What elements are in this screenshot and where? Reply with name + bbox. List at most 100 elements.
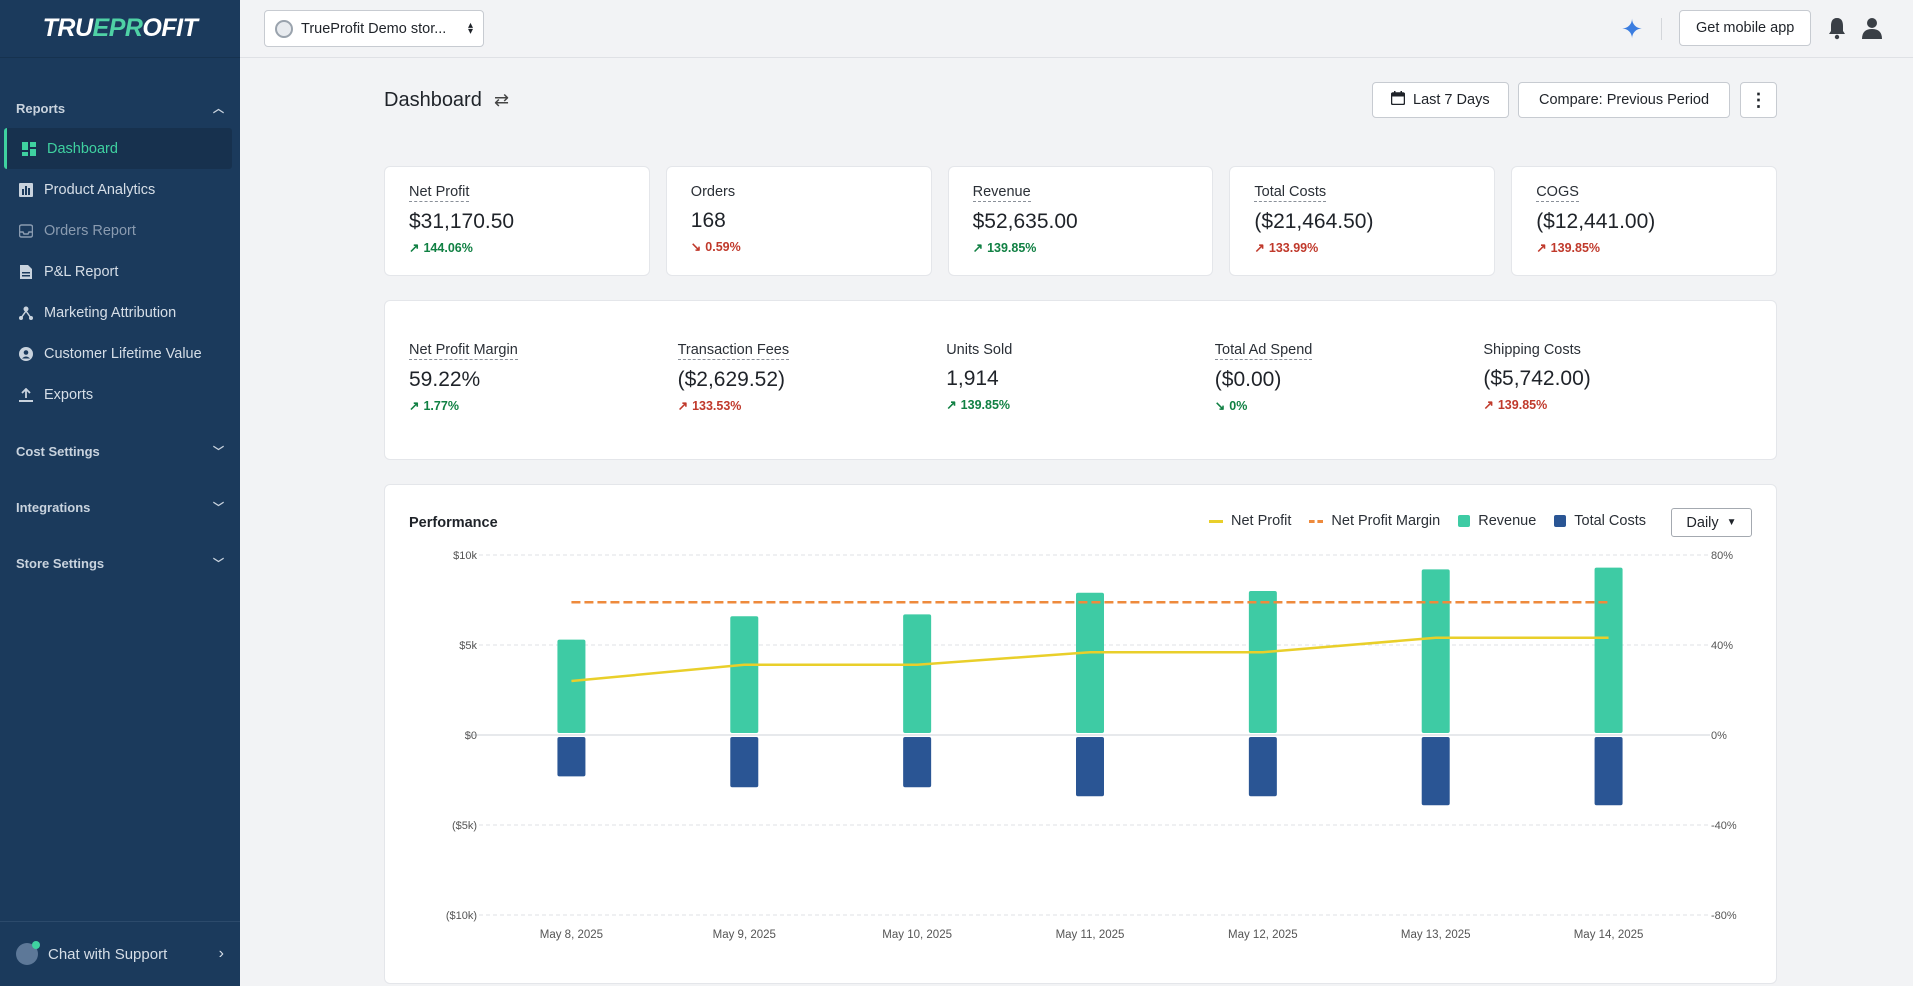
globe-icon xyxy=(275,19,293,38)
store-settings-toggle[interactable]: Store Settings ﹀ xyxy=(16,555,224,571)
swap-icon[interactable]: ⇄ xyxy=(494,90,510,110)
chart-legend: Net Profit Net Profit Margin Revenue Tot… xyxy=(1208,513,1646,529)
page-title: Dashboard xyxy=(384,89,482,111)
arrow-up-icon: ↗ xyxy=(946,398,957,412)
metric-card-revenue[interactable]: Revenue $52,635.00 ↗ 139.85% xyxy=(947,166,1214,276)
granularity-dropdown[interactable]: Daily ▼ xyxy=(1671,508,1752,537)
metric-label: Orders xyxy=(690,184,736,200)
total-costs-bar xyxy=(903,737,932,788)
y-right-tick-label: 80% xyxy=(1711,550,1733,562)
revenue-bar xyxy=(1076,592,1104,733)
metric-card-cogs[interactable]: COGS ($12,441.00) ↗ 139.85% xyxy=(1511,166,1777,276)
sidebar-item-product-analytics[interactable]: Product Analytics xyxy=(0,169,240,210)
metric-label: Shipping Costs xyxy=(1483,342,1581,358)
caret-down-icon: ▼ xyxy=(1726,517,1737,528)
total-costs-bar xyxy=(1248,737,1277,797)
sidebar-item-customer-lifetime-value[interactable]: Customer Lifetime Value xyxy=(0,333,240,374)
bell-icon[interactable] xyxy=(1826,16,1848,40)
x-tick-label: May 14, 2025 xyxy=(1574,929,1644,941)
bar-chart-icon xyxy=(18,182,34,198)
legend-net-profit[interactable]: Net Profit xyxy=(1208,513,1291,529)
metric-value: ($0.00) xyxy=(1214,368,1282,391)
metric-value: ($12,441.00) xyxy=(1536,210,1656,233)
metric-card-total-costs[interactable]: Total Costs ($21,464.50) ↗ 133.99% xyxy=(1229,166,1496,276)
metric-change: ↗ 1.77% xyxy=(409,398,459,414)
sidebar-item-label: Exports xyxy=(44,386,94,403)
sort-icon: ▴ ▾ xyxy=(467,19,473,37)
metric-value: ($21,464.50) xyxy=(1254,210,1374,233)
y-left-tick-label: ($5k) xyxy=(452,820,477,832)
reports-section-toggle[interactable]: Reports ︿ xyxy=(16,100,224,116)
metric-card-orders[interactable]: Orders 168 ↘ 0.59% xyxy=(665,166,932,276)
sidebar-item-dashboard[interactable]: Dashboard xyxy=(4,128,232,169)
x-tick-label: May 9, 2025 xyxy=(713,929,776,941)
metric-change: ↗ 139.85% xyxy=(946,397,1011,413)
y-right-tick-label: -80% xyxy=(1711,910,1737,922)
upload-icon xyxy=(18,387,34,403)
chevron-right-icon: › xyxy=(218,945,224,962)
cost-settings-toggle[interactable]: Cost Settings ﹀ xyxy=(16,443,224,459)
arrow-up-icon: ↗ xyxy=(409,241,420,255)
y-left-tick-label: $5k xyxy=(459,640,477,652)
total-costs-bar xyxy=(1421,737,1450,806)
chat-bubble-icon xyxy=(16,941,40,965)
metric-units-sold[interactable]: Units Sold 1,914 ↗ 139.85% xyxy=(946,341,1215,459)
date-range-button[interactable]: Last 7 Days xyxy=(1372,82,1509,118)
y-right-tick-label: 0% xyxy=(1711,730,1727,742)
sidebar-item-orders-report[interactable]: Orders Report xyxy=(0,210,240,251)
get-mobile-app-button[interactable]: Get mobile app xyxy=(1679,10,1812,46)
metric-card-net-profit[interactable]: Net Profit $31,170.50 ↗ 144.06% xyxy=(384,166,650,276)
page-header: Dashboard ⇄ Last 7 Days Compare: Previou… xyxy=(384,58,1777,142)
ai-sparkle-icon[interactable]: ✦ xyxy=(1621,13,1643,44)
chat-with-support[interactable]: Chat with Support › xyxy=(0,921,240,986)
divider xyxy=(1661,18,1662,40)
metric-label: Total Costs xyxy=(1254,184,1327,202)
metric-value: 1,914 xyxy=(946,367,999,390)
total-costs-bar xyxy=(1076,737,1104,797)
metric-change: ↗ 133.53% xyxy=(677,398,742,414)
total-costs-bar xyxy=(730,737,759,788)
sidebar-item-pl-report[interactable]: P&L Report xyxy=(0,251,240,292)
secondary-metrics-card: Net Profit Margin 59.22% ↗ 1.77% Transact… xyxy=(384,300,1777,460)
arrow-up-icon: ↗ xyxy=(677,399,689,413)
legend-revenue[interactable]: Revenue xyxy=(1458,513,1536,529)
x-tick-label: May 8, 2025 xyxy=(540,929,603,941)
performance-title: Performance xyxy=(409,515,498,531)
revenue-bar xyxy=(1421,569,1450,733)
integrations-toggle[interactable]: Integrations ﹀ xyxy=(16,499,224,515)
metric-total-ad-spend[interactable]: Total Ad Spend ($0.00) ↘ 0% xyxy=(1214,341,1484,459)
main-content: Dashboard ⇄ Last 7 Days Compare: Previou… xyxy=(384,58,1777,984)
chevron-down-icon: ﹀ xyxy=(213,446,224,458)
reports-nav: Dashboard Product Analytics Orders Repor… xyxy=(0,128,240,415)
logo[interactable]: TR U EPR O FIT xyxy=(0,0,240,58)
y-right-tick-label: 40% xyxy=(1711,640,1733,652)
x-tick-label: May 13, 2025 xyxy=(1401,929,1471,941)
sidebar-item-label: Product Analytics xyxy=(44,181,156,198)
dashboard-icon xyxy=(21,141,37,157)
more-options-icon[interactable]: ⋮ xyxy=(1740,82,1777,118)
user-icon[interactable] xyxy=(1860,16,1884,40)
sidebar-item-label: Orders Report xyxy=(44,222,136,239)
metric-net-profit-margin[interactable]: Net Profit Margin 59.22% ↗ 1.77% xyxy=(409,341,678,459)
sidebar-item-exports[interactable]: Exports xyxy=(0,374,240,415)
sidebar-item-marketing-attribution[interactable]: Marketing Attribution xyxy=(0,292,240,333)
legend-net-profit-margin[interactable]: Net Profit Margin xyxy=(1309,513,1440,529)
legend-total-costs[interactable]: Total Costs xyxy=(1554,513,1646,529)
performance-card: Performance Net Profit Net Profit Margin… xyxy=(384,484,1777,984)
store-selector[interactable]: TrueProfit Demo stor... ▴ ▾ xyxy=(264,10,484,47)
metric-transaction-fees[interactable]: Transaction Fees ($2,629.52) ↗ 133.53% xyxy=(677,341,947,459)
user-circle-icon xyxy=(18,346,34,362)
metric-value: ($2,629.52) xyxy=(677,368,786,391)
compare-period-button[interactable]: Compare: Previous Period xyxy=(1518,82,1731,118)
x-tick-label: May 11, 2025 xyxy=(1056,929,1125,941)
x-tick-label: May 10, 2025 xyxy=(882,929,952,941)
metric-shipping-costs[interactable]: Shipping Costs ($5,742.00) ↗ 139.85% xyxy=(1483,341,1752,459)
metric-change: ↗ 139.85% xyxy=(1483,397,1548,413)
arrow-down-icon: ↘ xyxy=(1214,399,1226,413)
metric-value: 59.22% xyxy=(409,368,481,391)
document-icon xyxy=(18,264,34,280)
total-costs-bar xyxy=(557,737,586,777)
y-left-tick-label: $0 xyxy=(465,730,477,742)
arrow-up-icon: ↗ xyxy=(1536,241,1547,255)
network-icon xyxy=(18,305,34,321)
